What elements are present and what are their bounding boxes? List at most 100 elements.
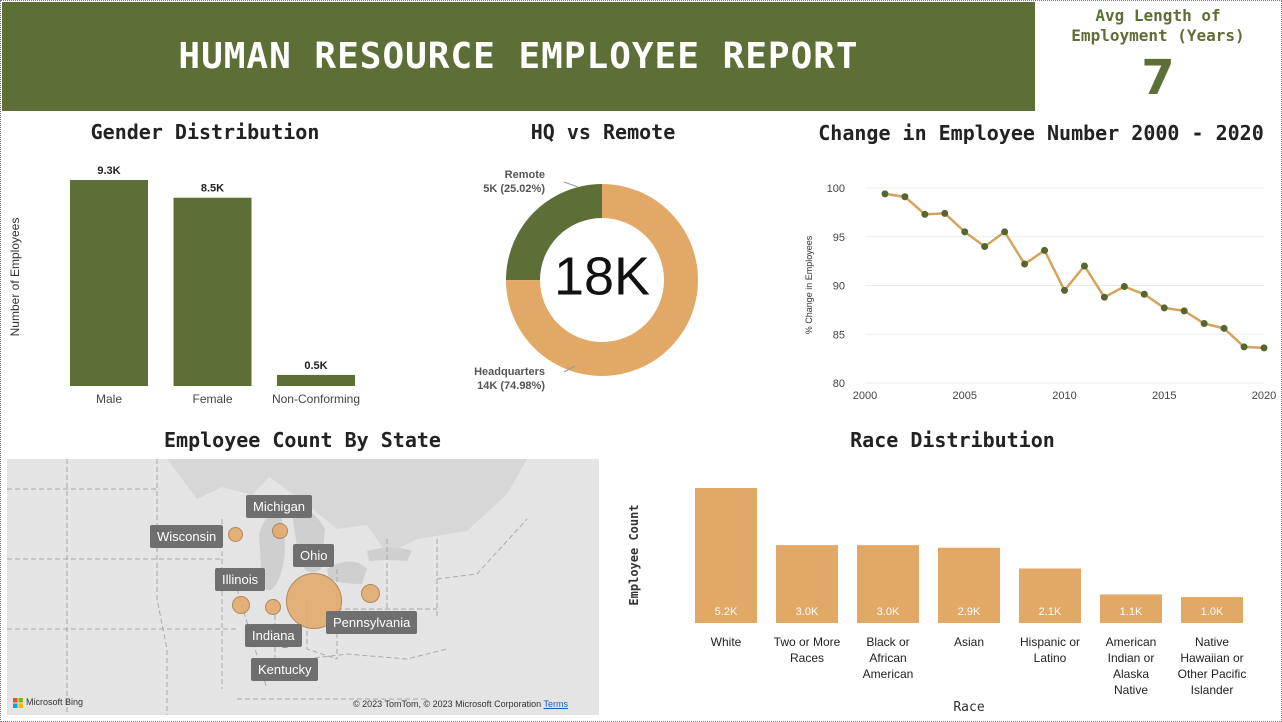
trend-point-8[interactable]: [1041, 246, 1049, 254]
trend-point-0[interactable]: [881, 190, 889, 198]
state-map[interactable]: Michigan Wisconsin Ohio Illinois Pennsyl…: [7, 459, 599, 715]
trend-point-5[interactable]: [981, 243, 989, 250]
gender-bar-2[interactable]: [277, 374, 355, 386]
trend-point-6[interactable]: [1001, 228, 1009, 236]
trend-point-18[interactable]: [1240, 343, 1248, 351]
race-category-label-3-0: Asian: [954, 635, 984, 649]
trend-point-1[interactable]: [901, 193, 909, 201]
trend-point-9[interactable]: [1061, 286, 1068, 294]
trend-point-19[interactable]: [1260, 344, 1268, 352]
donut-leader-0: [563, 181, 579, 188]
avg-employment-card[interactable]: Avg Length of Employment (Years) 7: [1036, 2, 1280, 111]
map-label-illinois: Illinois: [215, 568, 266, 591]
trend-y-tick-4: 100: [827, 183, 845, 195]
race-category-label-5-1: Indian or: [1108, 651, 1155, 665]
trend-point-13[interactable]: [1140, 290, 1148, 298]
race-data-label-5: 1.1K: [1120, 606, 1143, 618]
trend-point-4[interactable]: [961, 228, 969, 236]
map-label-wisconsin: Wisconsin: [150, 525, 224, 548]
gender-data-label-2: 0.5K: [304, 360, 327, 372]
trend-y-tick-0: 80: [833, 378, 845, 390]
race-category-label-5-0: American: [1106, 635, 1157, 649]
kpi-label-line-2: Employment (Years): [1071, 26, 1245, 45]
race-data-label-1: 3.0K: [796, 606, 819, 618]
trend-x-tick-0: 2000: [853, 390, 877, 402]
trend-chart-title: Change in Employee Number 2000 - 2020: [818, 121, 1264, 145]
donut-slice-remote[interactable]: [506, 184, 602, 281]
trend-y-tick-2: 90: [833, 281, 845, 293]
race-category-label-6-3: Islander: [1191, 683, 1234, 697]
bubble-michigan[interactable]: [272, 523, 288, 539]
trend-series-line: [884, 192, 1265, 350]
kpi-label: Avg Length of Employment (Years): [1036, 6, 1280, 46]
donut-leader-1: [563, 365, 576, 373]
bubble-indiana[interactable]: [265, 599, 281, 615]
gender-bar-0[interactable]: [70, 180, 148, 386]
trend-point-17[interactable]: [1220, 324, 1228, 332]
gender-category-label-0: Male: [96, 392, 122, 406]
race-category-label-6-1: Hawaiian or: [1180, 651, 1243, 665]
trend-point-14[interactable]: [1160, 304, 1168, 312]
trend-point-11[interactable]: [1100, 293, 1108, 301]
trend-point-12[interactable]: [1120, 282, 1128, 290]
race-chart[interactable]: Employee Count Race 5.2K White 3.0K Two or …: [620, 455, 1282, 720]
race-bar-5[interactable]: [1100, 594, 1162, 623]
race-category-label-4-1: Latino: [1034, 651, 1067, 665]
trend-point-10[interactable]: [1080, 262, 1088, 270]
race-bar-2[interactable]: [857, 545, 919, 623]
hq-chart-title: HQ vs Remote: [530, 120, 676, 144]
gender-bar-1[interactable]: [173, 197, 252, 386]
trend-x-tick-1: 2005: [953, 390, 977, 402]
donut-slice-value-0: 5K (25.02%): [483, 183, 545, 195]
donut-slice-value-1: 14K (74.98%): [477, 380, 545, 392]
race-x-axis-label: Race: [953, 700, 984, 715]
race-chart-title: Race Distribution: [850, 428, 1055, 452]
race-category-label-1-1: Races: [790, 651, 824, 665]
donut-slice-headquarters[interactable]: [506, 184, 698, 376]
race-category-label-6-0: Native: [1195, 635, 1229, 649]
trend-x-tick-4: 2020: [1252, 390, 1276, 402]
race-category-label-4-0: Hispanic or: [1020, 635, 1080, 649]
gender-chart[interactable]: Number of Employees 9.3K Male 8.5K Female 0.…: [0, 150, 380, 415]
race-category-label-0-0: White: [711, 635, 742, 649]
trend-point-15[interactable]: [1180, 307, 1188, 315]
map-label-ohio: Ohio: [293, 544, 335, 567]
trend-point-2[interactable]: [921, 210, 929, 218]
bubble-illinois[interactable]: [232, 596, 250, 614]
trend-point-3[interactable]: [941, 209, 949, 217]
trend-point-7[interactable]: [1021, 260, 1029, 268]
map-copyright-text: © 2023 TomTom, © 2023 Microsoft Corporat…: [353, 699, 542, 709]
bubble-ohio[interactable]: [286, 573, 342, 629]
microsoft-logo-icon: [13, 697, 23, 708]
race-category-label-2-1: African: [869, 651, 906, 665]
bing-logo: Microsoft Bing: [13, 697, 83, 708]
race-data-label-2: 3.0K: [877, 606, 900, 618]
hq-donut-chart[interactable]: Remote 5K (25.02%) Headquarters 14K (74.98%…: [440, 150, 770, 410]
trend-y-tick-3: 95: [833, 232, 845, 244]
bubble-pennsylvania[interactable]: [361, 584, 380, 603]
race-data-label-0: 5.2K: [715, 606, 738, 618]
race-bar-6[interactable]: [1181, 597, 1243, 623]
race-category-label-2-2: American: [863, 667, 914, 681]
trend-x-tick-3: 2015: [1152, 390, 1176, 402]
gender-data-label-1: 8.5K: [201, 183, 224, 195]
trend-line-chart[interactable]: % Change in Employees 80 85 90 95 100 2000 200…: [800, 175, 1282, 410]
gender-data-label-0: 9.3K: [97, 165, 120, 177]
map-title: Employee Count By State: [164, 428, 441, 452]
trend-y-axis-label: % Change in Employees: [804, 235, 814, 334]
race-data-label-4: 2.1K: [1039, 606, 1062, 618]
race-bar-1[interactable]: [776, 545, 838, 623]
map-label-pennsylvania: Pennsylvania: [326, 611, 418, 634]
trend-point-16[interactable]: [1200, 320, 1208, 328]
race-bar-0[interactable]: [695, 488, 757, 623]
map-terms-link[interactable]: Terms: [543, 699, 569, 709]
race-category-label-1-0: Two or More: [774, 635, 841, 649]
race-bar-3[interactable]: [938, 547, 1000, 623]
race-bar-4[interactable]: [1019, 568, 1081, 623]
race-data-label-3: 2.9K: [958, 606, 981, 618]
bubble-wisconsin[interactable]: [228, 527, 243, 542]
map-label-indiana: Indiana: [245, 624, 302, 647]
report-banner: HUMAN RESOURCE EMPLOYEE REPORT: [2, 2, 1035, 111]
donut-center-label: 18K: [554, 246, 650, 306]
gender-y-axis-label: Number of Employees: [8, 218, 22, 337]
